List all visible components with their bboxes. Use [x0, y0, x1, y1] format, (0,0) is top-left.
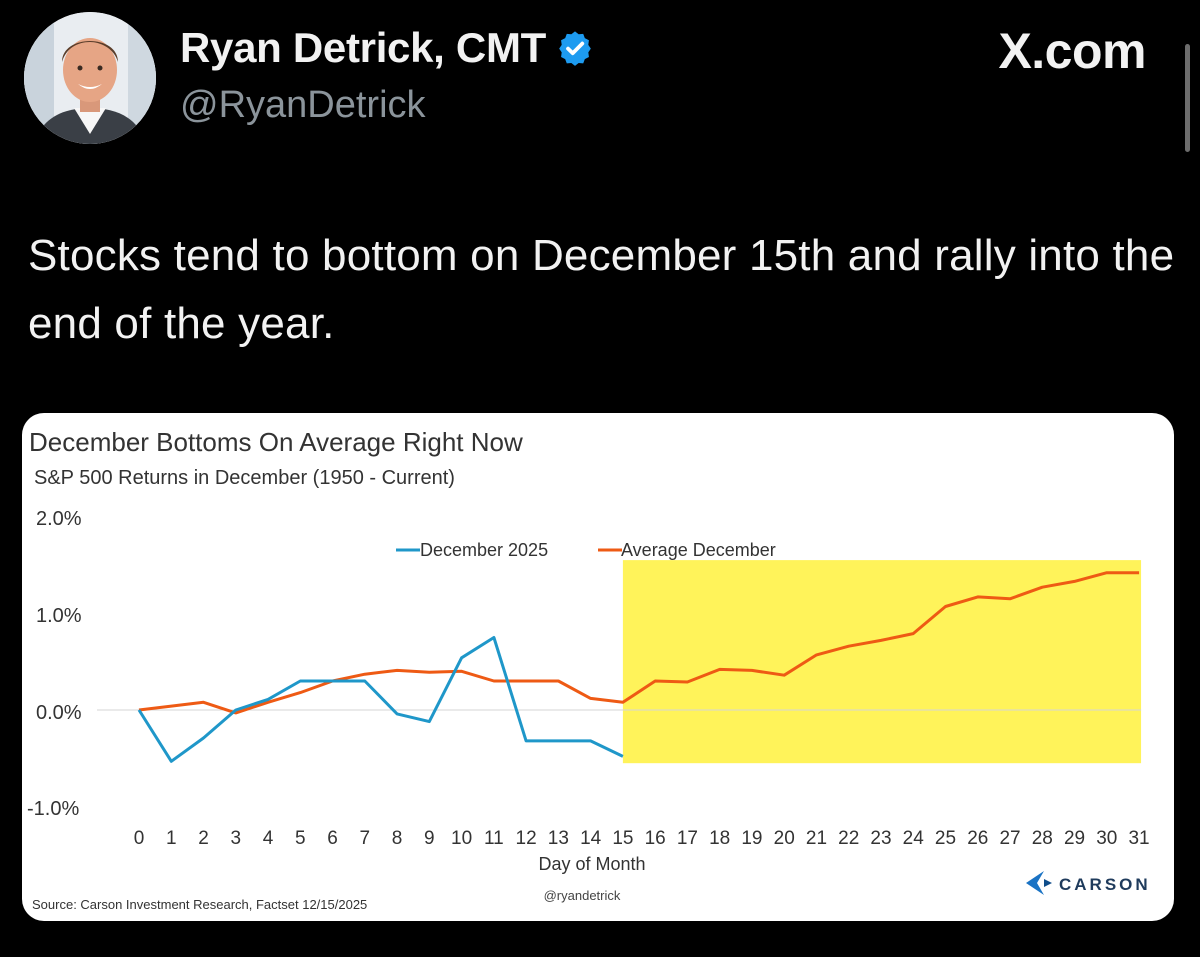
x-tick-label: 4 [263, 828, 274, 849]
carson-brand: CARSON [1059, 875, 1151, 894]
chart-source: Source: Carson Investment Research, Fact… [32, 897, 367, 912]
chart-subtitle: S&P 500 Returns in December (1950 - Curr… [34, 467, 455, 489]
site-label: X.com [998, 23, 1146, 79]
author-name-row[interactable]: Ryan Detrick, CMT [180, 24, 594, 72]
series-line-average-december [138, 571, 1140, 715]
chart-credit: @ryandetrick [544, 888, 621, 903]
x-tick-label: 31 [1128, 828, 1149, 849]
x-tick-label: 16 [645, 828, 666, 849]
x-tick-label: 22 [838, 828, 859, 849]
x-tick-label: 9 [424, 828, 435, 849]
chart-svg: December Bottoms On Average Right Now S&… [27, 427, 1151, 912]
x-tick-label: 6 [327, 828, 338, 849]
scrollbar[interactable] [1185, 44, 1190, 152]
y-tick-label: 2.0% [36, 508, 82, 530]
x-tick-label: 12 [516, 828, 537, 849]
x-tick-label: 0 [134, 828, 145, 849]
x-tick-label: 24 [903, 828, 925, 849]
y-tick-label: -1.0% [27, 798, 79, 820]
x-tick-label: 8 [392, 828, 403, 849]
x-tick-label: 19 [741, 828, 762, 849]
author-avatar[interactable] [24, 12, 156, 144]
x-tick-label: 18 [709, 828, 730, 849]
author-name[interactable]: Ryan Detrick, CMT [180, 24, 546, 71]
y-tick-label: 1.0% [36, 605, 82, 627]
legend-label-dec2025: December 2025 [420, 540, 548, 560]
x-axis-label: Day of Month [538, 854, 645, 874]
x-tick-label: 20 [774, 828, 795, 849]
x-tick-label: 11 [484, 828, 504, 849]
x-tick-label: 14 [580, 828, 602, 849]
y-tick-label: 0.0% [36, 702, 82, 724]
x-tick-label: 30 [1096, 828, 1117, 849]
x-tick-label: 26 [967, 828, 988, 849]
carson-chevron-icon [1026, 871, 1044, 895]
x-tick-label: 23 [870, 828, 891, 849]
x-tick-label: 21 [806, 828, 827, 849]
x-tick-label: 2 [198, 828, 209, 849]
x-tick-label: 7 [360, 828, 371, 849]
verified-badge-icon [556, 29, 594, 67]
author-handle[interactable]: @RyanDetrick [180, 84, 426, 126]
x-tick-label: 1 [166, 828, 177, 849]
x-tick-label: 27 [999, 828, 1020, 849]
x-tick-label: 3 [230, 828, 241, 849]
tweet-text: Stocks tend to bottom on December 15th a… [28, 231, 1175, 348]
x-tick-label: 15 [612, 828, 633, 849]
x-tick-label: 13 [548, 828, 569, 849]
x-tick-label: 10 [451, 828, 472, 849]
x-tick-label: 29 [1064, 828, 1085, 849]
series-line-december-2025 [137, 636, 624, 763]
chart-image[interactable]: December Bottoms On Average Right Now S&… [22, 413, 1174, 921]
x-tick-label: 28 [1032, 828, 1053, 849]
chart-highlight-region [622, 560, 1142, 764]
x-tick-label: 5 [295, 828, 306, 849]
chart-title: December Bottoms On Average Right Now [29, 427, 523, 457]
x-tick-label: 17 [677, 828, 698, 849]
x-tick-label: 25 [935, 828, 956, 849]
carson-logo: CARSON [1026, 871, 1151, 895]
legend-label-average: Average December [621, 540, 776, 560]
